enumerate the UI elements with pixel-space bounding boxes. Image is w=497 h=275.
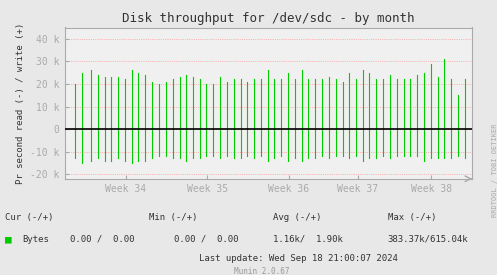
Text: Avg (-/+): Avg (-/+) <box>273 213 322 222</box>
Text: 0.00 /  0.00: 0.00 / 0.00 <box>70 235 134 244</box>
Text: 1.16k/  1.90k: 1.16k/ 1.90k <box>273 235 343 244</box>
Text: ■: ■ <box>5 234 12 244</box>
Text: Min (-/+): Min (-/+) <box>149 213 197 222</box>
Text: 0.00 /  0.00: 0.00 / 0.00 <box>174 235 239 244</box>
Y-axis label: Pr second read (-) / write (+): Pr second read (-) / write (+) <box>16 23 25 184</box>
Text: Last update: Wed Sep 18 21:00:07 2024: Last update: Wed Sep 18 21:00:07 2024 <box>199 254 398 263</box>
Text: Bytes: Bytes <box>22 235 49 244</box>
Text: Cur (-/+): Cur (-/+) <box>5 213 53 222</box>
Title: Disk throughput for /dev/sdc - by month: Disk throughput for /dev/sdc - by month <box>122 12 414 25</box>
Text: Munin 2.0.67: Munin 2.0.67 <box>234 267 289 275</box>
Text: Max (-/+): Max (-/+) <box>388 213 436 222</box>
Text: RRDTOOL / TOBI OETIKER: RRDTOOL / TOBI OETIKER <box>492 124 497 217</box>
Text: 383.37k/615.04k: 383.37k/615.04k <box>388 235 468 244</box>
